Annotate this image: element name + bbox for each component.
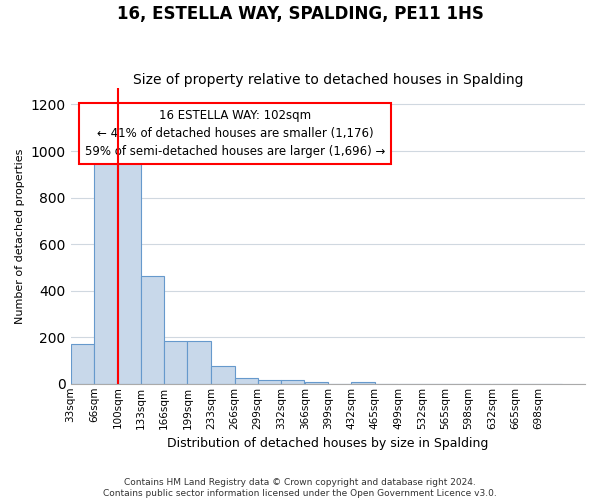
Text: 16 ESTELLA WAY: 102sqm
← 41% of detached houses are smaller (1,176)
59% of semi-: 16 ESTELLA WAY: 102sqm ← 41% of detached… <box>85 109 385 158</box>
Bar <box>164 340 187 384</box>
Text: 16, ESTELLA WAY, SPALDING, PE11 1HS: 16, ESTELLA WAY, SPALDING, PE11 1HS <box>116 5 484 23</box>
Bar <box>118 151 141 384</box>
Bar <box>141 276 164 384</box>
Bar <box>305 382 328 384</box>
Bar <box>94 158 117 384</box>
Bar <box>211 366 235 384</box>
Bar <box>235 378 258 384</box>
X-axis label: Distribution of detached houses by size in Spalding: Distribution of detached houses by size … <box>167 437 488 450</box>
Bar <box>352 382 374 384</box>
Title: Size of property relative to detached houses in Spalding: Size of property relative to detached ho… <box>133 73 523 87</box>
Bar <box>281 380 304 384</box>
Y-axis label: Number of detached properties: Number of detached properties <box>15 148 25 324</box>
Bar <box>71 344 94 384</box>
Bar <box>258 380 281 384</box>
Bar <box>187 340 211 384</box>
Text: Contains HM Land Registry data © Crown copyright and database right 2024.
Contai: Contains HM Land Registry data © Crown c… <box>103 478 497 498</box>
